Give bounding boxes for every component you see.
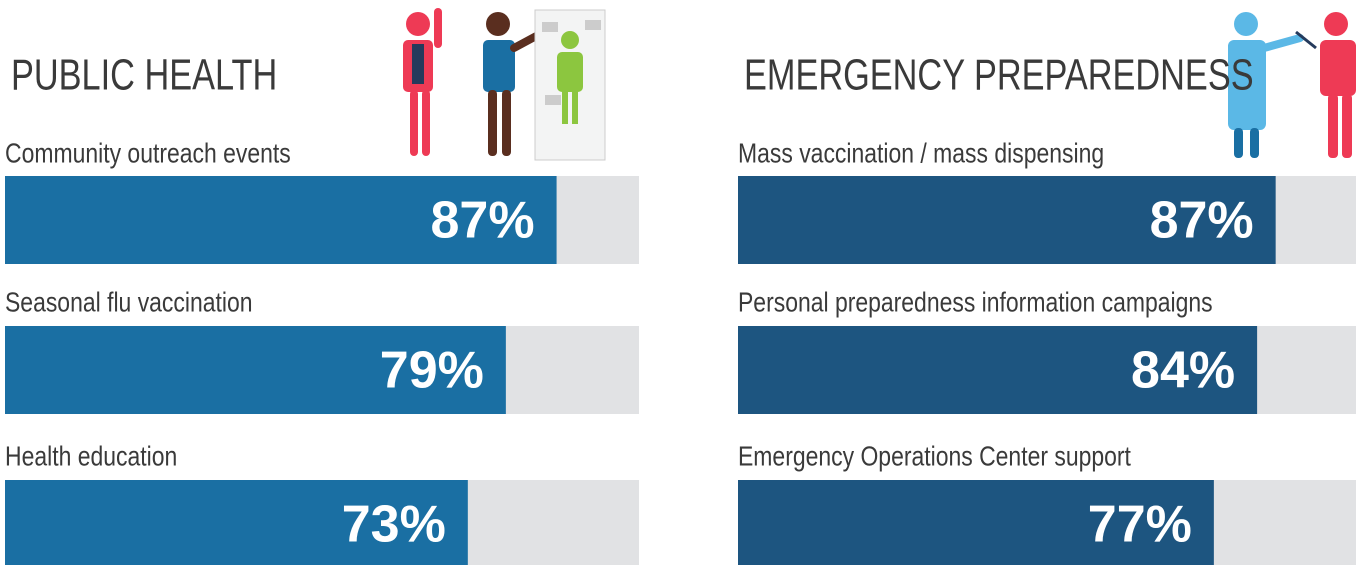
panel-title: PUBLIC HEALTH (11, 51, 277, 100)
value-label: 73% (342, 496, 446, 554)
page: PUBLIC HEALTH Community outreach events 87… (0, 0, 1356, 565)
value-label: 84% (1131, 342, 1235, 400)
panel-title: EMERGENCY PREPAREDNESS (744, 51, 1254, 100)
infographic: PUBLIC HEALTH Community outreach events 87… (0, 0, 1356, 565)
value-label: 87% (431, 192, 535, 250)
category-label: Personal preparedness information campai… (738, 287, 1213, 318)
category-label: Seasonal flu vaccination (5, 287, 253, 318)
category-label: Emergency Operations Center support (738, 441, 1131, 472)
category-label: Health education (5, 441, 177, 472)
category-label: Mass vaccination / mass dispensing (738, 138, 1104, 169)
people-icon (403, 8, 605, 160)
value-label: 79% (380, 342, 484, 400)
value-label: 87% (1150, 192, 1254, 250)
category-label: Community outreach events (5, 138, 291, 169)
value-label: 77% (1088, 496, 1192, 554)
